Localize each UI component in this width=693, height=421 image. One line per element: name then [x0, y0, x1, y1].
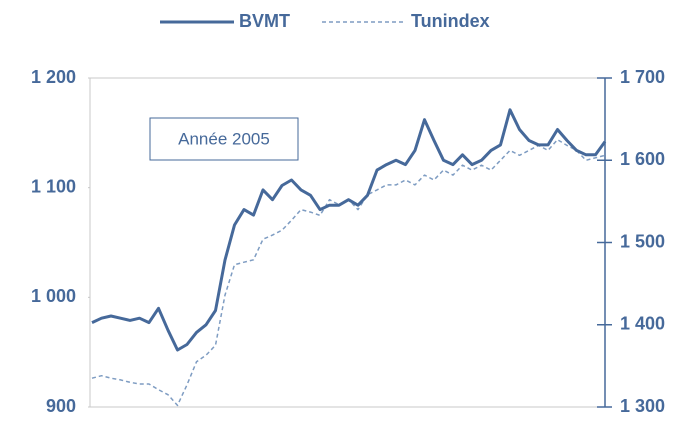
y-tick-label: 1 100 — [31, 176, 76, 196]
annotation: Année 2005 — [178, 129, 270, 148]
y2-tick-label: 1 300 — [620, 396, 665, 416]
legend-label: Tunindex — [411, 11, 490, 31]
y2-tick-label: 1 700 — [620, 67, 665, 87]
y-tick-label: 1 200 — [31, 67, 76, 87]
y-tick-label: 900 — [46, 396, 76, 416]
y2-tick-label: 1 400 — [620, 314, 665, 334]
annotation-box — [149, 117, 299, 161]
series-line — [91, 108, 607, 352]
legend-label: BVMT — [239, 11, 290, 31]
y-tick-label: 1 000 — [31, 286, 76, 306]
y2-tick-label: 1 500 — [620, 231, 665, 251]
y2-tick-label: 1 600 — [620, 149, 665, 169]
series-line — [91, 138, 606, 407]
